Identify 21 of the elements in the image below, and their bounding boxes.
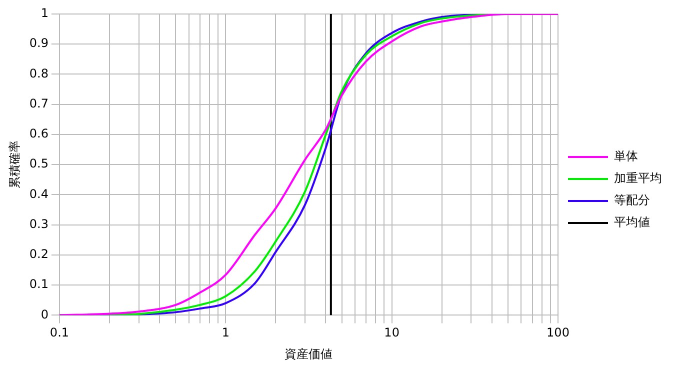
legend-label: 単体 <box>614 149 638 164</box>
y-tick-label: 0.9 <box>29 36 48 50</box>
y-tick-label: 0.6 <box>29 126 48 141</box>
x-tick-label: 1 <box>222 326 230 340</box>
x-tick-label: 10 <box>384 326 400 340</box>
x-axis-title: 資産価値 <box>284 346 333 361</box>
y-tick-label: 0.3 <box>29 216 48 231</box>
legend-label: 加重平均 <box>614 171 662 186</box>
y-tick-label: 0 <box>40 307 48 322</box>
legend-label: 等配分 <box>614 193 650 208</box>
y-tick-label: 0.5 <box>29 156 48 171</box>
y-tick-label: 0.2 <box>29 247 48 262</box>
x-tick-label: 100 <box>546 326 570 340</box>
y-tick-label: 0.8 <box>29 66 48 80</box>
y-tick-label: 0.7 <box>29 96 48 110</box>
legend-label: 平均値 <box>614 215 650 230</box>
y-tick-label: 0.4 <box>29 186 48 201</box>
y-tick-label: 0.1 <box>29 277 48 292</box>
x-tick-label: 0.1 <box>50 326 70 340</box>
y-axis-title: 累積確率 <box>7 140 22 189</box>
y-tick-label: 1 <box>40 6 48 20</box>
